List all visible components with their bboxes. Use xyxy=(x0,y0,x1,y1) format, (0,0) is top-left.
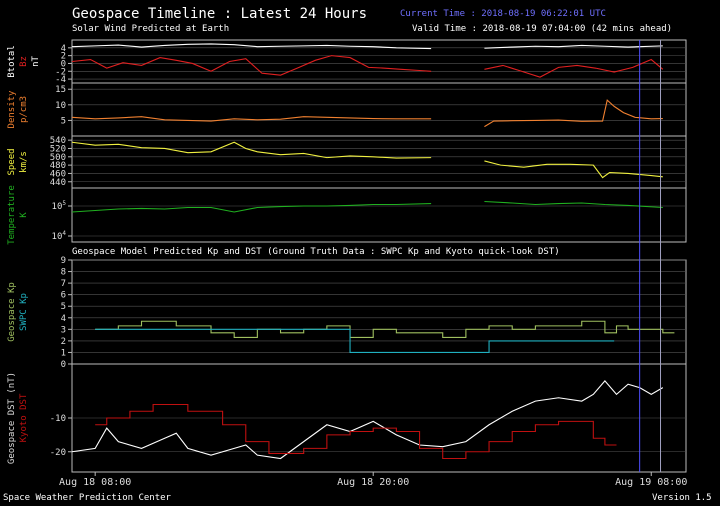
ytick-label-temp: 105 xyxy=(52,200,67,212)
series-line-speed xyxy=(484,160,663,179)
series-line-density xyxy=(484,99,663,128)
axis-label-speed: Speed xyxy=(7,148,17,175)
xtick-label: Aug 19 08:00 xyxy=(615,477,687,488)
footer-version: Version 1.5 xyxy=(652,493,712,503)
axis-label-temp: K xyxy=(19,212,29,218)
ytick-label-density: 15 xyxy=(55,85,66,95)
model-caption: Geospace Model Predicted Kp and DST (Gro… xyxy=(72,247,560,257)
axis-label-density: Density xyxy=(7,90,17,129)
ytick-label-mag: 0 xyxy=(61,59,66,69)
page-title: Geospace Timeline : Latest 24 Hours xyxy=(72,6,368,22)
axis-label-mag: Bz xyxy=(19,56,29,67)
ytick-label-kp: 2 xyxy=(61,337,66,347)
xtick-label: Aug 18 08:00 xyxy=(59,477,131,488)
ytick-label-dst: -10 xyxy=(50,414,66,424)
axis-label-mag: nT xyxy=(31,56,41,67)
ytick-label-temp: 104 xyxy=(52,230,67,242)
ytick-label-speed: 460 xyxy=(50,169,66,179)
series-line-geospace-dst xyxy=(71,380,664,460)
series-line-bz xyxy=(71,55,432,76)
axis-label-temp: Temperature xyxy=(7,185,17,245)
series-line-speed xyxy=(71,141,432,159)
panel-frame-speed xyxy=(71,135,687,189)
ytick-label-density: 10 xyxy=(55,101,66,111)
series-line-temperature xyxy=(484,200,663,209)
ytick-label-mag: 4 xyxy=(61,44,66,54)
ytick-label-kp: 3 xyxy=(61,325,66,335)
valid-time-label: Valid Time : 2018-08-19 07:04:00 (42 min… xyxy=(412,24,673,34)
axis-label-dst: Kyoto DST xyxy=(19,393,29,442)
ytick-label-kp: 0 xyxy=(61,360,66,370)
axis-label-mag: Btotal xyxy=(7,45,17,78)
series-line-temperature xyxy=(71,203,432,213)
ytick-label-speed: 440 xyxy=(50,178,66,188)
xtick-label: Aug 18 20:00 xyxy=(337,477,409,488)
ytick-label-kp: 6 xyxy=(61,291,66,301)
series-line-btotal xyxy=(71,43,432,50)
series-line-geospace-kp xyxy=(95,320,675,338)
ytick-label-kp: 7 xyxy=(61,279,66,289)
subtitle: Solar Wind Predicted at Earth xyxy=(72,24,230,34)
panel-frame-temp xyxy=(71,187,687,243)
ytick-label-kp: 8 xyxy=(61,268,66,278)
ytick-label-density: 5 xyxy=(61,116,66,126)
axis-label-dst: Geospace DST (nT) xyxy=(7,372,17,464)
ytick-label-kp: 1 xyxy=(61,348,66,358)
series-line-swpc-kp xyxy=(95,328,615,353)
footer-org: Space Weather Prediction Center xyxy=(3,493,171,503)
current-time-label: Current Time : 2018-08-19 06:22:01 UTC xyxy=(400,9,606,19)
panel-frame-kp xyxy=(71,259,687,365)
ytick-label-kp: 5 xyxy=(61,302,66,312)
ytick-label-mag: -2 xyxy=(55,67,66,77)
ytick-label-speed: 540 xyxy=(50,136,66,146)
axis-label-kp: SWPC Kp xyxy=(19,293,29,331)
series-line-btotal xyxy=(484,44,663,49)
ytick-label-mag: -4 xyxy=(55,75,66,85)
ytick-label-mag: 2 xyxy=(61,52,66,62)
series-line-density xyxy=(71,116,432,122)
series-line-bz xyxy=(484,58,664,78)
series-line-kyoto-dst xyxy=(95,403,617,460)
ytick-label-speed: 500 xyxy=(50,153,66,163)
axis-label-density: p/cm3 xyxy=(19,96,29,123)
panel-frame-density xyxy=(71,82,687,137)
axis-label-speed: km/s xyxy=(19,151,29,173)
ytick-label-kp: 9 xyxy=(61,256,66,266)
ytick-label-dst: -20 xyxy=(50,448,66,458)
axis-label-kp: Geospace Kp xyxy=(7,282,17,342)
ytick-label-kp: 4 xyxy=(61,314,66,324)
ytick-label-speed: 520 xyxy=(50,144,66,154)
ytick-label-speed: 480 xyxy=(50,161,66,171)
